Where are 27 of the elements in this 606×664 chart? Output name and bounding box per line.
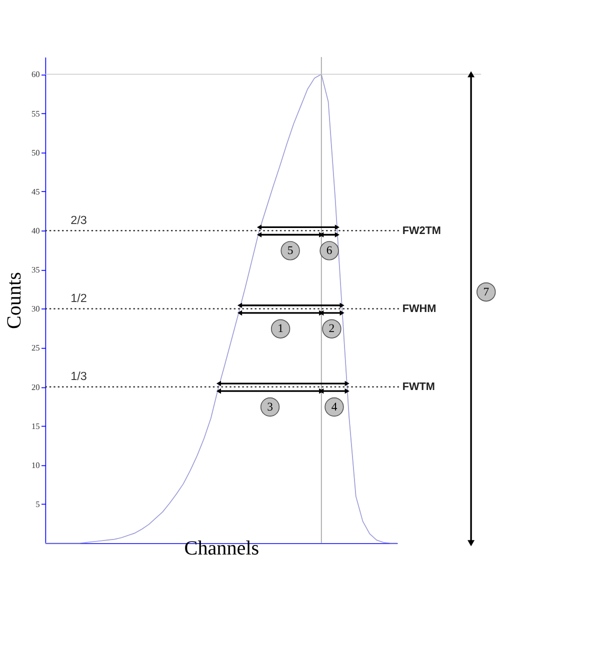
y-tick-label: 40 bbox=[31, 226, 40, 236]
y-tick-label: 45 bbox=[31, 187, 40, 196]
annotation: 1 bbox=[278, 322, 284, 336]
annotation: 3 bbox=[267, 400, 274, 414]
text: 7 bbox=[483, 285, 490, 298]
annotation: 2 bbox=[328, 322, 335, 336]
y-axis-title: Counts bbox=[4, 272, 26, 330]
annotation: 5 bbox=[287, 244, 294, 258]
ref-line-label: FW2TM bbox=[402, 224, 441, 237]
annotation: 1/3 bbox=[70, 370, 87, 384]
annotation: 1/2 bbox=[70, 292, 87, 306]
y-tick-label: 20 bbox=[31, 382, 40, 392]
ref-line-label: FWTM bbox=[402, 381, 435, 394]
y-tick-label: 30 bbox=[31, 304, 40, 314]
y-tick-label: 60 bbox=[31, 70, 40, 80]
y-tick-label: 35 bbox=[31, 266, 40, 275]
annotation: 2/3 bbox=[70, 214, 87, 227]
y-tick-label: 55 bbox=[31, 109, 40, 118]
y-tick-label: 25 bbox=[31, 344, 40, 353]
ref-line-label: FWHM bbox=[402, 303, 436, 316]
x-axis-title: Channels bbox=[184, 538, 260, 560]
annotation: 6 bbox=[326, 244, 332, 258]
y-tick-label: 50 bbox=[31, 148, 40, 158]
y-tick-label: 10 bbox=[31, 460, 40, 470]
y-tick-label: 15 bbox=[31, 422, 40, 431]
y-tick-label: 5 bbox=[36, 500, 40, 510]
annotation: 4 bbox=[331, 400, 338, 414]
